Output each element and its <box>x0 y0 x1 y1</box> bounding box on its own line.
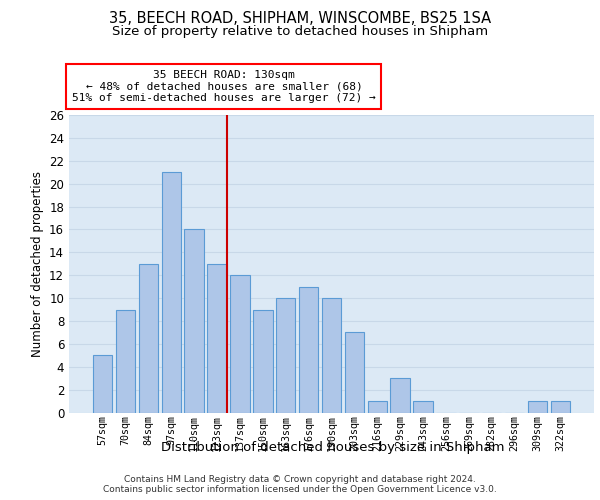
Bar <box>322 298 341 412</box>
Bar <box>391 378 410 412</box>
Text: Distribution of detached houses by size in Shipham: Distribution of detached houses by size … <box>161 441 505 454</box>
Bar <box>116 310 135 412</box>
Y-axis label: Number of detached properties: Number of detached properties <box>31 171 44 357</box>
Bar <box>368 401 387 412</box>
Text: 35 BEECH ROAD: 130sqm
← 48% of detached houses are smaller (68)
51% of semi-deta: 35 BEECH ROAD: 130sqm ← 48% of detached … <box>72 70 376 103</box>
Bar <box>208 264 227 412</box>
Text: Contains public sector information licensed under the Open Government Licence v3: Contains public sector information licen… <box>103 484 497 494</box>
Text: Size of property relative to detached houses in Shipham: Size of property relative to detached ho… <box>112 24 488 38</box>
Bar <box>93 356 112 412</box>
Bar <box>276 298 295 412</box>
Bar <box>230 275 250 412</box>
Bar <box>551 401 570 412</box>
Text: 35, BEECH ROAD, SHIPHAM, WINSCOMBE, BS25 1SA: 35, BEECH ROAD, SHIPHAM, WINSCOMBE, BS25… <box>109 11 491 26</box>
Bar <box>413 401 433 412</box>
Text: Contains HM Land Registry data © Crown copyright and database right 2024.: Contains HM Land Registry data © Crown c… <box>124 474 476 484</box>
Bar <box>299 286 319 412</box>
Bar <box>139 264 158 412</box>
Bar <box>161 172 181 412</box>
Bar <box>253 310 272 412</box>
Bar <box>184 230 204 412</box>
Bar <box>528 401 547 412</box>
Bar <box>344 332 364 412</box>
